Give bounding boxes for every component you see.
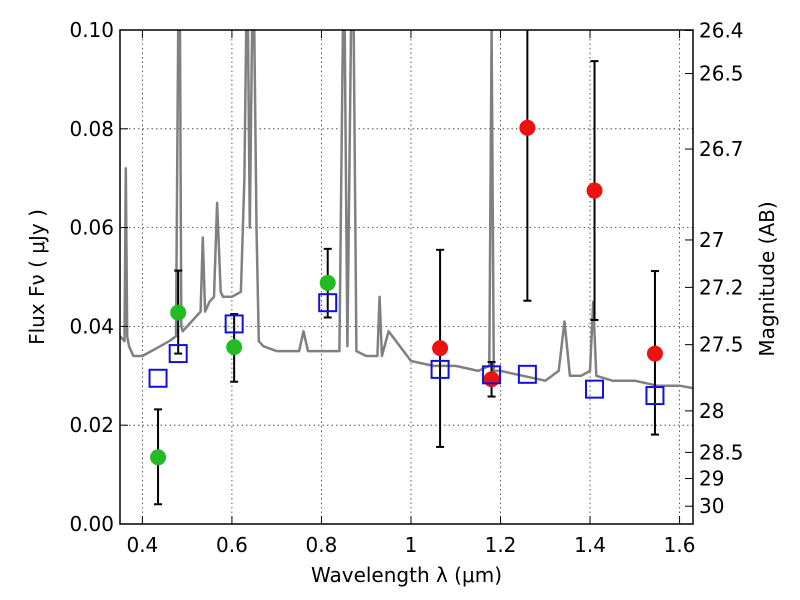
model-photometry-point <box>168 344 188 364</box>
green-detections-point <box>150 449 167 466</box>
x-tick-label: 0.4 <box>126 533 158 557</box>
right-tick-label: 30 <box>699 494 724 518</box>
x-axis-title: Wavelength λ (μm) <box>311 563 502 587</box>
x-tick-label: 1 <box>405 533 418 557</box>
right-tick-label: 29 <box>699 467 724 491</box>
right-tick-label: 26.4 <box>699 18 744 42</box>
right-tick-label: 28 <box>699 399 724 423</box>
right-axis-title: Magnitude (AB) <box>755 201 779 356</box>
right-tick-label: 28.5 <box>699 440 744 464</box>
right-tick-label: 27.2 <box>699 275 744 299</box>
markers <box>148 119 665 466</box>
model-photometry-point <box>645 386 665 406</box>
x-tick-label: 1.4 <box>574 533 606 557</box>
y-tick-label: 0.06 <box>69 216 114 240</box>
y-tick-label: 0.00 <box>69 512 114 536</box>
green-detections-point <box>226 339 243 356</box>
right-tick-label: 27.5 <box>699 333 744 357</box>
model-photometry-point <box>148 368 168 388</box>
x-tick-label: 1.6 <box>664 533 696 557</box>
model-photometry-point <box>318 293 338 313</box>
red-detections-point <box>432 340 449 357</box>
red-detections-point <box>519 119 536 136</box>
green-detections-point <box>170 304 187 321</box>
x-tick-label: 0.6 <box>216 533 248 557</box>
y-axis-title: Flux Fν ( μJy ) <box>25 209 49 345</box>
y-tick-label: 0.10 <box>69 18 114 42</box>
y-tick-label: 0.08 <box>69 117 114 141</box>
green-detections-point <box>319 274 336 291</box>
red-detections-point <box>646 345 663 362</box>
spectrum-line <box>120 30 693 390</box>
model-photometry-point <box>224 314 244 334</box>
ticks: 0.4 0.6 0.8 1 1.2 1.4 1.6 0.00 0.02 0.04 0.06 0.08 0… <box>69 18 743 557</box>
red-detections-point <box>483 371 500 388</box>
grid <box>120 30 693 524</box>
right-tick-label: 27 <box>699 228 724 252</box>
right-tick-label: 26.5 <box>699 61 744 85</box>
y-tick-label: 0.02 <box>69 413 114 437</box>
model-photometry-point <box>585 379 605 399</box>
spectrum <box>120 30 693 390</box>
x-tick-label: 1.2 <box>485 533 517 557</box>
right-tick-label: 26.7 <box>699 137 744 161</box>
model-photometry-point <box>517 364 537 384</box>
plot-frame <box>119 29 694 525</box>
model-photometry-point <box>482 365 502 385</box>
red-detections-point <box>586 182 603 199</box>
model-photometry-point <box>430 359 450 379</box>
y-tick-label: 0.04 <box>69 314 114 338</box>
x-tick-label: 0.8 <box>306 533 338 557</box>
error-bars <box>154 30 659 506</box>
